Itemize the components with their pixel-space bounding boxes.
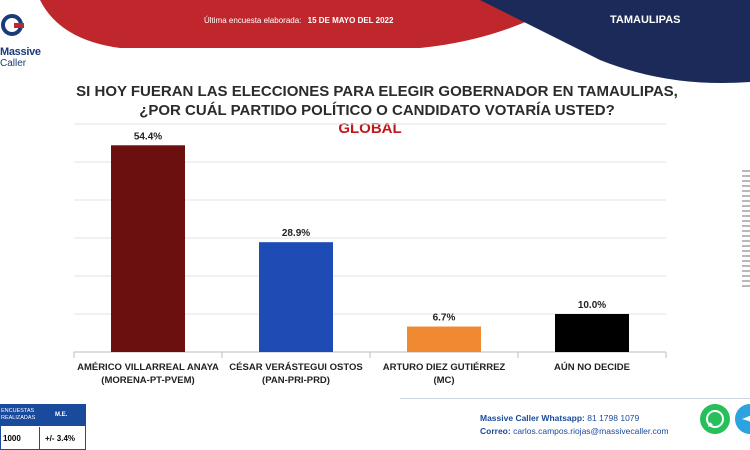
whatsapp-number[interactable]: 81 1798 1079 xyxy=(587,413,640,423)
category-label: AMÉRICO VILLARREAL ANAYA xyxy=(77,362,219,373)
stats-header: ENCUESTAS REALIZADAS M.E. xyxy=(1,405,85,426)
category-label: (MC) xyxy=(433,375,454,386)
contact-info: Massive Caller Whatsapp: 81 1798 1079 Co… xyxy=(480,412,669,438)
category-label: AÚN NO DECIDE xyxy=(554,361,630,373)
whatsapp-label: Massive Caller Whatsapp: xyxy=(480,413,585,423)
logo-text-line2: Caller xyxy=(0,58,27,69)
whatsapp-line: Massive Caller Whatsapp: 81 1798 1079 xyxy=(480,412,669,425)
category-label: (MORENA-PT-PVEM) xyxy=(101,375,194,386)
category-label: ARTURO DIEZ GUTIÉRREZ xyxy=(383,362,506,373)
email-value[interactable]: carlos.campos.riojas@massivecaller.com xyxy=(513,426,669,436)
email-line: Correo: carlos.campos.riojas@massivecall… xyxy=(480,425,669,438)
bar-value-label: 6.7% xyxy=(433,313,456,324)
bar-value-label: 54.4% xyxy=(134,131,162,142)
header-shapes xyxy=(40,0,750,84)
stats-me-value: +/- 3.4% xyxy=(45,434,76,443)
footer-divider xyxy=(400,398,750,399)
bar-value-label: 10.0% xyxy=(578,300,606,311)
logo-text-line1: Massive xyxy=(0,46,41,58)
bar-4 xyxy=(555,314,629,352)
stats-header-surveys: ENCUESTAS REALIZADAS xyxy=(1,408,36,421)
telegram-icon[interactable] xyxy=(735,404,750,434)
question-line1: SI HOY FUERAN LAS ELECCIONES PARA ELEGIR… xyxy=(76,83,678,100)
whatsapp-glyph xyxy=(706,410,724,428)
survey-date-value: 15 DE MAYO DEL 2022 xyxy=(307,16,394,25)
category-label: (PAN-PRI-PRD) xyxy=(262,375,330,386)
region-label: TAMAULIPAS xyxy=(610,14,681,26)
stats-divider xyxy=(39,427,40,449)
banner-navy-shape xyxy=(480,0,750,84)
logo-mark-icon xyxy=(1,14,24,36)
whatsapp-icon[interactable] xyxy=(700,404,730,434)
telegram-glyph xyxy=(742,415,750,423)
category-label: CÉSAR VERÁSTEGUI OSTOS xyxy=(229,362,362,373)
bar-3 xyxy=(407,326,481,352)
bar-1 xyxy=(111,145,185,352)
header-banner xyxy=(0,0,750,90)
email-label: Correo: xyxy=(480,426,511,436)
massive-caller-logo: Massive Caller xyxy=(0,12,41,69)
survey-date-label: Última encuesta elaborada: xyxy=(204,16,302,25)
chart-question: SI HOY FUERAN LAS ELECCIONES PARA ELEGIR… xyxy=(62,82,692,120)
stats-header-me: M.E. xyxy=(55,412,68,418)
bar-2 xyxy=(259,242,333,352)
bar-value-label: 28.9% xyxy=(282,228,310,239)
banner-red-shape xyxy=(40,0,600,48)
question-line2: ¿POR CUÁL PARTIDO POLÍTICO O CANDIDATO V… xyxy=(139,102,615,119)
survey-date: Última encuesta elaborada: 15 DE MAYO DE… xyxy=(204,16,393,25)
side-watermark xyxy=(742,170,750,290)
stats-surveys-value: 1000 xyxy=(3,434,21,443)
stats-box: ENCUESTAS REALIZADAS M.E. 1000 +/- 3.4% xyxy=(0,404,86,450)
